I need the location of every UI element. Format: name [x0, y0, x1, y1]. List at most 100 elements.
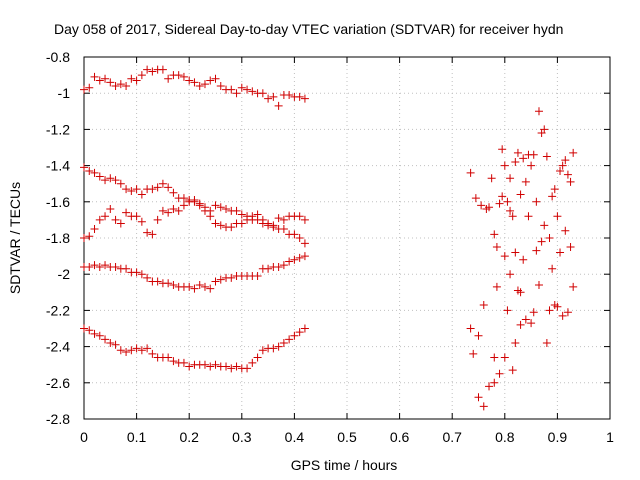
data-point	[540, 221, 549, 230]
x-tick-label: 0.3	[232, 429, 252, 445]
data-point	[127, 186, 136, 195]
y-tick-label: -1.6	[46, 194, 70, 210]
data-point	[545, 306, 554, 315]
data-point	[148, 230, 157, 239]
data-point	[295, 253, 304, 262]
data-point	[274, 262, 283, 271]
data-point	[516, 190, 525, 199]
data-point	[498, 192, 507, 201]
data-point	[253, 210, 262, 219]
series-late-scatter	[466, 107, 578, 411]
data-point	[216, 81, 225, 90]
data-point	[185, 197, 194, 206]
data-point	[143, 65, 152, 74]
data-point	[503, 306, 512, 315]
data-point	[542, 338, 551, 347]
data-point	[511, 338, 520, 347]
data-point	[285, 91, 294, 100]
data-point	[477, 201, 486, 210]
data-point	[521, 315, 530, 324]
data-point	[566, 243, 575, 252]
data-point	[169, 188, 178, 197]
data-point	[185, 282, 194, 291]
data-point	[264, 94, 273, 103]
data-point	[232, 362, 241, 371]
data-point	[164, 208, 173, 217]
y-tick-label: -2.6	[46, 375, 70, 391]
data-points	[80, 65, 578, 411]
data-point	[116, 219, 125, 228]
data-point	[248, 358, 257, 367]
data-point	[211, 219, 220, 228]
data-point	[508, 366, 517, 375]
data-point	[101, 335, 110, 344]
data-point	[85, 262, 94, 271]
data-point	[90, 72, 99, 81]
data-point	[195, 81, 204, 90]
data-point	[527, 161, 536, 170]
data-point	[561, 156, 570, 165]
data-point	[529, 308, 538, 317]
x-tick-label: 0.1	[127, 429, 147, 445]
data-point	[179, 194, 188, 203]
data-point	[279, 215, 288, 224]
data-point	[300, 252, 309, 261]
series-track-a	[80, 65, 309, 110]
data-point	[216, 221, 225, 230]
data-point	[116, 179, 125, 188]
data-point	[90, 224, 99, 233]
x-tick-label: 0.2	[179, 429, 199, 445]
data-point	[519, 154, 528, 163]
data-point	[269, 344, 278, 353]
data-point	[479, 402, 488, 411]
data-point	[206, 212, 215, 221]
data-point	[500, 353, 509, 362]
data-point	[519, 255, 528, 264]
data-point	[300, 215, 309, 224]
x-tick-labels: 0 0.1 0.2 0.3 0.4 0.5 0.6 0.7 0.8 0.9 1	[80, 429, 614, 445]
data-point	[521, 177, 530, 186]
data-point	[506, 270, 515, 279]
data-point	[111, 81, 120, 90]
x-tick-label: 1	[606, 429, 614, 445]
data-point	[143, 344, 152, 353]
x-tick-label: 0.4	[285, 429, 305, 445]
grid	[84, 57, 610, 419]
data-point	[85, 326, 94, 335]
data-point	[169, 205, 178, 214]
data-point	[490, 353, 499, 362]
data-point	[279, 338, 288, 347]
data-point	[516, 320, 525, 329]
data-point	[106, 205, 115, 214]
data-point	[190, 78, 199, 87]
data-point	[132, 344, 141, 353]
data-point	[542, 152, 551, 161]
data-point	[95, 262, 104, 271]
data-point	[490, 378, 499, 387]
data-point	[227, 273, 236, 282]
series-track-e	[80, 324, 309, 373]
data-point	[179, 358, 188, 367]
data-point	[561, 226, 570, 235]
data-point	[227, 223, 236, 232]
y-tick-label: -2.8	[46, 411, 70, 427]
y-axis-label: SDTVAR / TECUs	[7, 182, 23, 294]
data-point	[274, 214, 283, 223]
data-point	[80, 85, 88, 94]
data-point	[169, 357, 178, 366]
data-point	[527, 319, 536, 328]
chart-title: Day 058 of 2017, Sidereal Day-to-day VTE…	[54, 21, 563, 37]
data-point	[511, 248, 520, 257]
data-point	[232, 206, 241, 215]
data-point	[516, 288, 525, 297]
data-point	[295, 234, 304, 242]
data-point	[500, 252, 509, 261]
data-point	[506, 206, 515, 215]
data-point	[148, 67, 157, 76]
data-point	[122, 348, 131, 357]
data-point	[492, 243, 501, 252]
data-point	[264, 264, 273, 273]
data-point	[471, 194, 480, 203]
data-point	[500, 161, 509, 170]
y-tick-label: -1.4	[46, 158, 70, 174]
